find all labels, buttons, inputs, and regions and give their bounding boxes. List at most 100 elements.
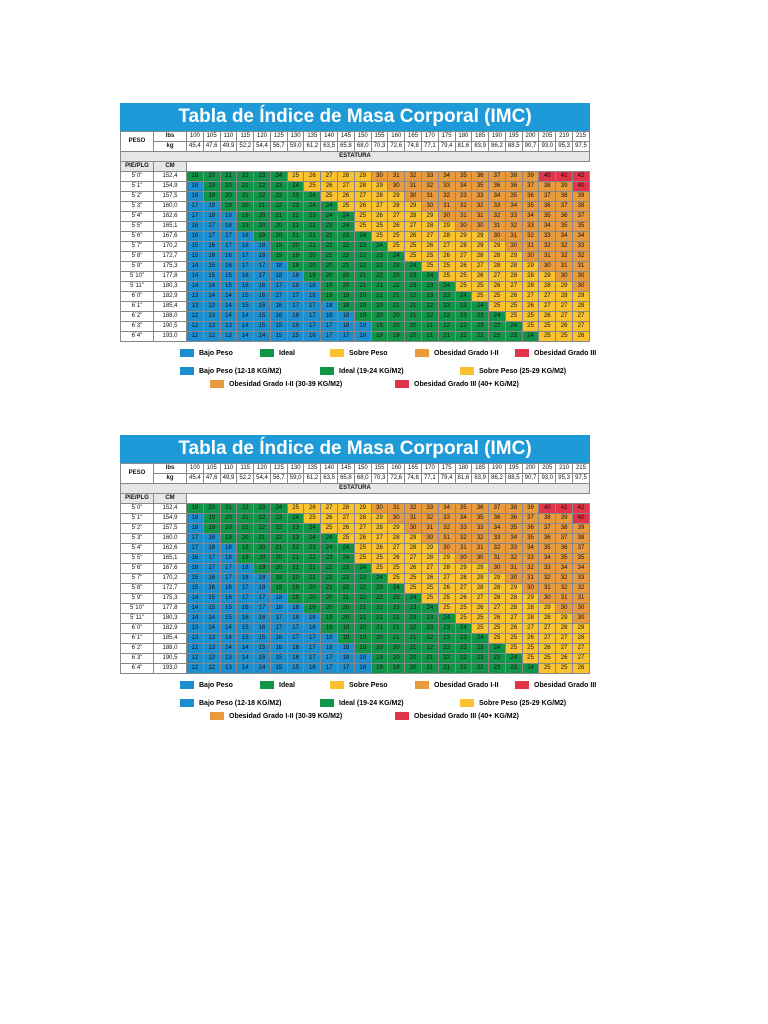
swatch-obesidad <box>210 712 224 720</box>
bmi-cell: 35 <box>504 191 523 202</box>
table-row: 5´11" 180,3 14 14 15 16 16 17 18 18 19 20 21 21 22 23 23… <box>120 613 591 624</box>
height-feet: 5´10" <box>120 271 154 282</box>
bmi-cell: 22 <box>253 513 271 524</box>
bmi-cell: 18 <box>202 533 221 544</box>
bmi-cell: 23 <box>420 291 439 302</box>
bmi-cell: 42 <box>571 171 591 182</box>
height-cm: 177,8 <box>153 271 187 282</box>
bmi-cell: 34 <box>538 553 557 564</box>
bmi-cell: 27 <box>538 623 557 634</box>
height-feet: 6´3" <box>120 653 154 664</box>
bmi-cell: 21 <box>353 603 372 614</box>
table-row: 6´1" 185,4 13 13 14 15 15 16 17 17 18 19 19 20 21 21 22 2… <box>120 633 591 644</box>
bmi-cell: 35 <box>454 171 473 182</box>
lbs-value: 115 <box>236 463 255 474</box>
bmi-cell: 21 <box>370 613 389 624</box>
bmi-cell: 15 <box>253 633 271 644</box>
bmi-cell: 35 <box>571 221 591 232</box>
lbs-value: 100 <box>186 131 204 142</box>
bmi-cell: 24 <box>420 271 439 282</box>
bmi-cell: 16 <box>286 321 305 332</box>
bmi-cell: 28 <box>420 553 439 564</box>
bmi-cell: 27 <box>555 311 573 322</box>
bmi-cell: 36 <box>471 503 490 514</box>
bmi-cell: 26 <box>303 503 322 514</box>
bmi-cell: 20 <box>202 503 221 514</box>
bmi-cell: 17 <box>269 613 288 624</box>
bmi-cell: 32 <box>521 231 540 242</box>
bmi-cell: 37 <box>521 513 540 524</box>
bmi-cell: 20 <box>269 221 288 232</box>
height-feet: 5´7" <box>120 573 154 584</box>
bmi-cell: 21 <box>286 553 305 564</box>
bmi-cell: 18 <box>236 563 255 574</box>
bmi-cell: 25 <box>454 271 473 282</box>
bmi-cell: 30 <box>471 221 490 232</box>
bmi-cell: 13 <box>186 633 204 644</box>
bmi-cell: 19 <box>387 663 406 674</box>
bmi-cell: 29 <box>555 281 573 292</box>
bmi-cell: 40 <box>571 181 591 192</box>
bmi-cell: 15 <box>202 261 221 272</box>
bmi-cell: 15 <box>269 331 288 342</box>
bmi-cell: 31 <box>538 251 557 262</box>
height-cm: 185,4 <box>153 301 187 312</box>
bmi-cell: 15 <box>186 241 204 252</box>
bmi-cell: 23 <box>471 321 490 332</box>
bmi-cell: 26 <box>370 211 389 222</box>
imc-table: PESO lbs 100 105 110 115 120 125 130 135 140 145 150… <box>120 131 591 342</box>
bmi-cell: 18 <box>269 271 288 282</box>
bmi-cell: 27 <box>555 301 573 312</box>
bmi-cell: 24 <box>337 221 355 232</box>
kg-value: 90,7 <box>521 473 540 484</box>
kg-value: 52,2 <box>236 473 255 484</box>
bmi-cell: 23 <box>404 613 422 624</box>
bmi-cell: 21 <box>286 563 305 574</box>
bmi-cell: 15 <box>236 623 255 634</box>
bmi-cell: 24 <box>504 653 523 664</box>
bmi-cell: 32 <box>538 241 557 252</box>
kg-value: 83,9 <box>471 141 490 152</box>
lbs-label: lbs <box>153 463 187 474</box>
bmi-cell: 28 <box>437 563 456 574</box>
height-feet: 5´3" <box>120 533 154 544</box>
bmi-cell: 31 <box>454 211 473 222</box>
bmi-cell: 17 <box>286 301 305 312</box>
bmi-cell: 22 <box>454 331 473 342</box>
bmi-cell: 22 <box>269 533 288 544</box>
kg-value: 86,2 <box>488 473 506 484</box>
bmi-cell: 29 <box>504 251 523 262</box>
bmi-cell: 23 <box>353 573 372 584</box>
bmi-cell: 19 <box>320 281 339 292</box>
bmi-cell: 23 <box>420 613 439 624</box>
bmi-cell: 30 <box>420 533 439 544</box>
bmi-cell: 32 <box>488 211 506 222</box>
bmi-cell: 35 <box>471 181 490 192</box>
lbs-value: 115 <box>236 131 255 142</box>
bmi-cell: 20 <box>337 281 355 292</box>
bmi-cell: 28 <box>420 221 439 232</box>
bmi-cell: 26 <box>353 533 372 544</box>
height-cm: 167,6 <box>153 231 187 242</box>
bmi-cell: 15 <box>186 583 204 594</box>
bmi-cell: 20 <box>219 513 238 524</box>
height-feet: 5´5" <box>120 221 154 232</box>
table-row: 6´3" 190,5 12 13 13 14 15 15 16 17 17 18 18 19 20 20 21 2… <box>120 653 591 664</box>
bmi-cell: 13 <box>202 643 221 654</box>
bmi-cell: 37 <box>488 171 506 182</box>
bmi-cell: 26 <box>320 513 339 524</box>
bmi-cell: 16 <box>253 613 271 624</box>
bmi-cell: 21 <box>420 653 439 664</box>
height-cm: 188,0 <box>153 643 187 654</box>
kg-value: 81,6 <box>454 473 473 484</box>
bmi-cell: 21 <box>219 171 238 182</box>
bmi-cell: 19 <box>269 241 288 252</box>
bmi-cell: 21 <box>437 331 456 342</box>
bmi-cell: 22 <box>236 171 255 182</box>
legend-obesidad3-range: Obesidad Grado III (40+ KG/M2) <box>395 380 519 388</box>
kg-value: 63,5 <box>320 141 339 152</box>
kg-value: 74,8 <box>404 473 422 484</box>
swatch-obesidad3 <box>395 712 409 720</box>
swatch-sobre <box>460 699 474 707</box>
bmi-cell: 21 <box>337 261 355 272</box>
